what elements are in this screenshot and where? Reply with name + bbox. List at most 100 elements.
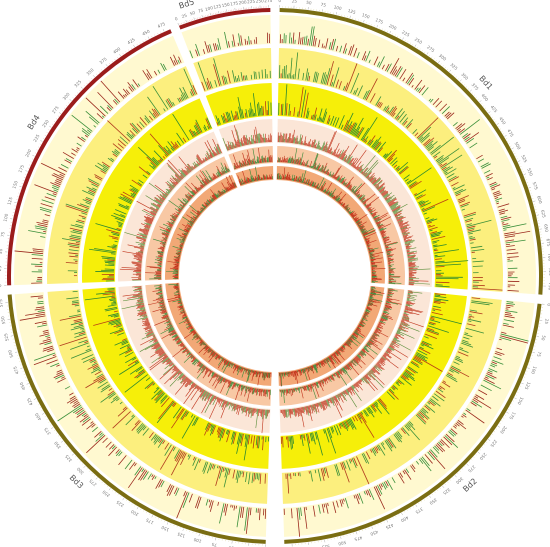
data-bar xyxy=(316,163,320,171)
data-bar xyxy=(391,342,395,345)
data-bar xyxy=(344,420,349,429)
data-bar xyxy=(455,189,467,195)
data-bar xyxy=(210,350,214,354)
data-bar xyxy=(157,390,163,396)
data-bar xyxy=(504,230,531,237)
data-bar xyxy=(164,154,168,157)
data-bar xyxy=(108,289,115,291)
data-bar xyxy=(242,163,244,167)
data-bar xyxy=(291,436,294,449)
data-bar xyxy=(319,168,322,172)
data-bar xyxy=(502,223,509,226)
data-bar xyxy=(75,407,84,415)
data-bar xyxy=(506,248,516,251)
data-bar xyxy=(179,240,185,243)
data-bar xyxy=(198,387,201,391)
data-bar xyxy=(299,178,302,183)
data-bar xyxy=(119,327,123,330)
data-bar xyxy=(292,129,295,144)
data-bar xyxy=(151,352,166,364)
data-bar xyxy=(86,435,106,454)
data-bar xyxy=(314,185,316,188)
data-bar xyxy=(298,157,301,165)
data-bar xyxy=(374,331,378,333)
data-bar xyxy=(386,298,393,301)
data-bar xyxy=(366,373,372,378)
data-bar xyxy=(171,367,178,374)
data-bar xyxy=(340,422,344,428)
data-bar xyxy=(320,72,325,84)
data-bar xyxy=(353,47,358,57)
data-bar xyxy=(113,212,126,219)
data-bar xyxy=(356,327,362,331)
data-bar xyxy=(223,359,227,364)
data-bar xyxy=(117,139,126,147)
data-bar xyxy=(248,387,251,392)
data-bar xyxy=(159,199,164,202)
data-bar xyxy=(288,104,291,116)
data-bar xyxy=(359,323,364,327)
data-bar xyxy=(221,357,223,359)
data-bar xyxy=(191,327,194,330)
data-bar xyxy=(160,311,167,315)
data-bar xyxy=(211,425,216,435)
data-bar xyxy=(341,346,344,349)
data-bar xyxy=(99,105,109,114)
data-bar xyxy=(323,359,326,364)
data-bar xyxy=(216,153,218,156)
data-bar xyxy=(345,420,350,428)
data-bar xyxy=(406,300,412,303)
data-bar xyxy=(376,221,381,224)
data-bar xyxy=(183,232,188,235)
data-bar xyxy=(116,398,120,402)
data-bar xyxy=(298,407,301,414)
data-bar xyxy=(315,382,319,389)
data-bar xyxy=(141,317,148,320)
data-bar xyxy=(220,377,224,384)
data-bar xyxy=(195,131,199,135)
data-bar xyxy=(323,166,327,173)
minor-tick xyxy=(473,94,475,96)
data-bar xyxy=(180,452,187,466)
data-bar xyxy=(364,409,369,417)
data-bar xyxy=(489,181,497,186)
data-bar xyxy=(358,194,364,200)
data-bar xyxy=(483,379,502,390)
data-bar xyxy=(189,325,192,328)
data-bar xyxy=(415,87,419,91)
data-bar xyxy=(102,115,105,118)
data-bar xyxy=(222,188,226,194)
tick-label: 700 xyxy=(547,253,550,262)
data-bar xyxy=(134,256,143,259)
data-bar xyxy=(252,387,255,395)
data-bar xyxy=(328,173,330,176)
data-bar xyxy=(185,351,191,356)
data-bar xyxy=(203,343,206,346)
data-bar xyxy=(181,410,188,421)
track-bars xyxy=(14,26,531,537)
data-bar xyxy=(220,398,223,402)
data-bar xyxy=(232,364,237,374)
data-bar xyxy=(190,330,195,334)
data-bar xyxy=(329,193,332,196)
data-bar xyxy=(226,381,233,396)
data-bar xyxy=(180,170,187,177)
data-bar xyxy=(168,186,173,191)
data-bar xyxy=(471,300,493,304)
data-bar xyxy=(145,224,151,227)
data-bar xyxy=(449,369,454,373)
data-bar xyxy=(185,230,189,233)
data-bar xyxy=(303,406,305,412)
data-bar xyxy=(182,199,188,204)
data-bar xyxy=(142,174,148,179)
data-bar xyxy=(216,396,218,400)
data-bar xyxy=(313,71,316,82)
data-bar xyxy=(369,298,380,302)
data-bar xyxy=(360,320,365,324)
data-bar xyxy=(467,227,475,230)
data-bar xyxy=(329,355,334,361)
data-bar xyxy=(348,211,351,214)
data-bar xyxy=(146,73,151,80)
data-bar xyxy=(306,143,309,146)
data-bar xyxy=(325,147,328,153)
